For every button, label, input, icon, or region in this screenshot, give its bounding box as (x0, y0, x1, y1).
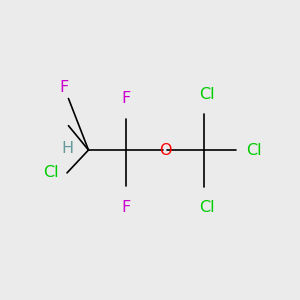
Text: H: H (61, 141, 73, 156)
Text: Cl: Cl (200, 87, 215, 102)
Text: Cl: Cl (246, 142, 262, 158)
Text: O: O (159, 142, 171, 158)
Text: F: F (121, 200, 130, 215)
Text: F: F (121, 91, 130, 106)
Text: F: F (59, 80, 69, 94)
Text: Cl: Cl (200, 200, 215, 215)
Text: Cl: Cl (44, 165, 59, 180)
